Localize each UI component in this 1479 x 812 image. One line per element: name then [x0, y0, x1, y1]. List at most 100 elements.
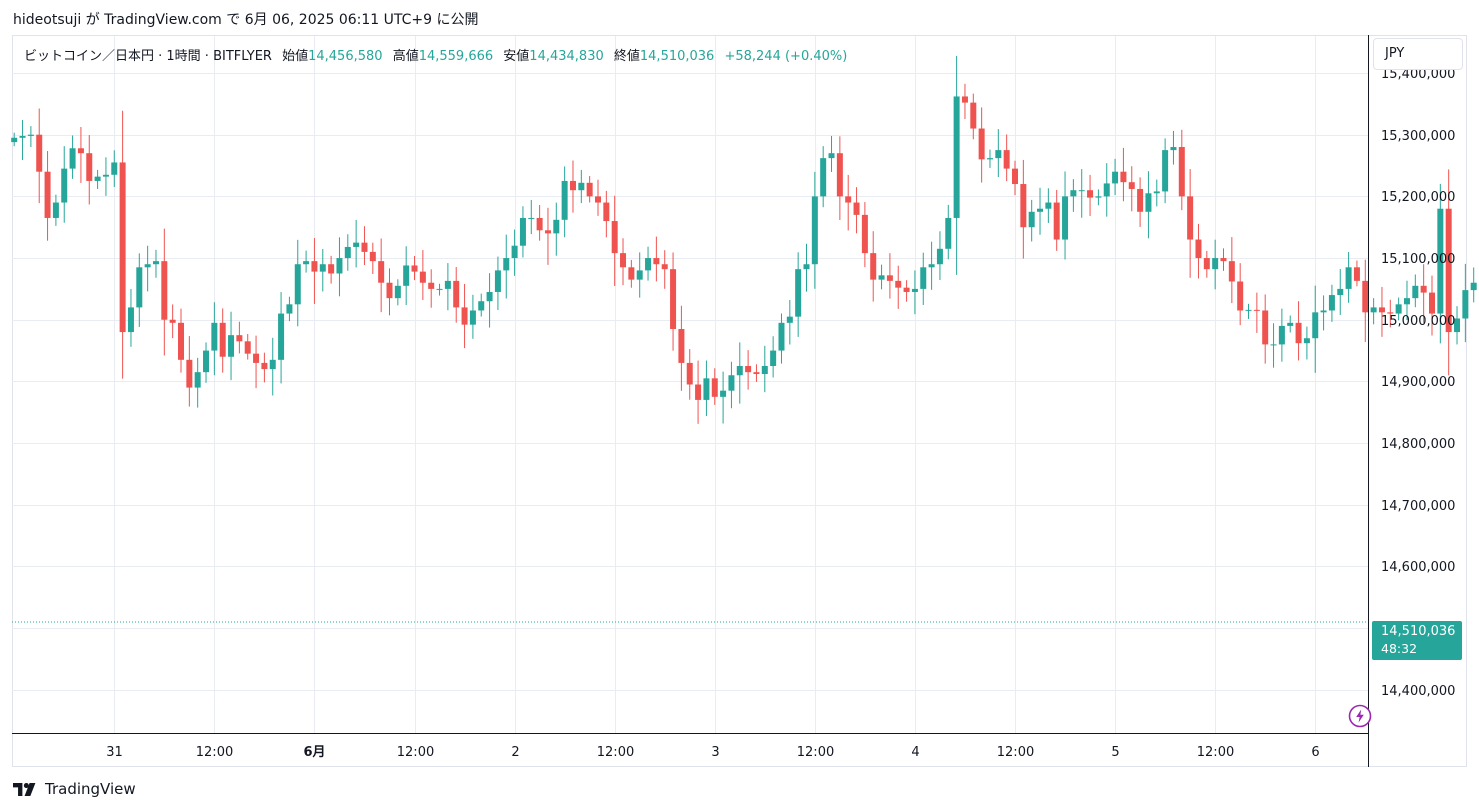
footer-brand[interactable]: TradingView	[13, 780, 136, 798]
candle-body	[1412, 285, 1419, 299]
candle-body	[1345, 267, 1352, 289]
candle-body	[1045, 202, 1052, 209]
candle-up	[486, 273, 493, 328]
candle-up	[1037, 187, 1044, 235]
price-tick-label: 14,700,000	[1381, 499, 1455, 514]
candle-body	[453, 280, 460, 308]
candle-down	[1053, 189, 1060, 251]
price-tick-label: 15,200,000	[1381, 190, 1455, 205]
candle-body	[1403, 298, 1410, 305]
candle-body	[753, 372, 760, 375]
candle-body	[728, 375, 735, 391]
time-tick-label: 6月	[303, 745, 325, 760]
candle-up	[1395, 297, 1402, 321]
candle-body	[1370, 307, 1377, 313]
candle-down	[686, 349, 693, 400]
candle-up	[1337, 269, 1344, 315]
candle-up	[1078, 169, 1085, 218]
candle-up	[1403, 280, 1410, 321]
candle-down	[1020, 159, 1027, 259]
candle-up	[1162, 138, 1169, 204]
candle-body	[1395, 304, 1402, 314]
candle-down	[711, 368, 718, 405]
candle-body	[1020, 184, 1027, 228]
candle-down	[861, 202, 868, 268]
candle-down	[1387, 299, 1394, 328]
candle-body	[1303, 338, 1310, 344]
price-tick-label: 15,000,000	[1381, 314, 1455, 329]
candle-body	[561, 180, 568, 220]
candle-up	[1212, 239, 1219, 290]
candle-up	[1287, 315, 1294, 333]
candle-body	[544, 230, 551, 234]
candle-body	[286, 304, 293, 314]
candle-down	[845, 174, 852, 231]
price-axis[interactable]: 14,400,00014,500,00014,600,00014,700,000…	[1381, 67, 1455, 699]
candle-body	[961, 96, 968, 103]
candle-down	[586, 176, 593, 203]
candle-up	[294, 239, 301, 327]
candle-down	[603, 190, 610, 238]
candle-body	[861, 214, 868, 254]
lightning-icon[interactable]	[1348, 704, 1372, 728]
candle-body	[353, 242, 360, 247]
candle-body	[1437, 208, 1444, 314]
candle-body	[711, 378, 718, 397]
candle-body	[303, 261, 310, 265]
time-axis[interactable]: 31 12:00 6月 12:00 2 12:00 3 12:00 4 12:00 5 12:00 6	[106, 745, 1319, 760]
candle-body	[1429, 292, 1435, 314]
candle-body	[853, 202, 860, 215]
candle-up	[111, 150, 118, 187]
candle-body	[1112, 171, 1119, 184]
price-tick-label: 14,600,000	[1381, 560, 1455, 575]
candle-down	[86, 135, 93, 205]
candle-body	[261, 362, 268, 370]
candle-body	[811, 196, 818, 265]
candles	[11, 55, 1477, 424]
candle-down	[1262, 294, 1269, 364]
candle-down	[1195, 223, 1202, 279]
time-tick-label: 12:00	[597, 745, 634, 760]
candle-body	[795, 269, 802, 317]
candle-body	[1070, 190, 1077, 197]
candle-up	[936, 231, 943, 280]
candle-up	[636, 252, 643, 298]
time-tick-label: 2	[511, 745, 519, 760]
candle-up	[503, 234, 510, 299]
candle-body	[895, 280, 902, 288]
symbol-label[interactable]: ビットコイン／日本円 · 1時間 · BITFLYER	[24, 49, 272, 64]
candle-body	[1445, 208, 1452, 333]
candle-up	[303, 250, 310, 273]
candle-body	[695, 384, 702, 400]
candle-body	[294, 264, 301, 305]
last-price-value: 14,510,036	[1381, 624, 1456, 639]
candle-body	[127, 307, 134, 333]
candle-down	[236, 321, 243, 354]
candle-down	[1228, 237, 1235, 304]
candle-down	[161, 228, 168, 356]
candle-down	[970, 93, 977, 140]
candle-body	[1270, 344, 1277, 346]
price-tick-label: 15,100,000	[1381, 252, 1455, 267]
candle-up	[1112, 158, 1119, 195]
candle-body	[678, 328, 685, 363]
currency-button[interactable]: JPY	[1373, 38, 1463, 70]
time-tick-label: 12:00	[797, 745, 834, 760]
candle-up	[703, 360, 710, 416]
candle-up	[1103, 163, 1110, 217]
candle-body	[1228, 261, 1235, 282]
candle-body	[519, 217, 526, 246]
candle-body	[836, 153, 843, 197]
candle-body	[986, 158, 993, 160]
chart-frame[interactable]	[12, 35, 1467, 767]
candle-body	[1362, 280, 1369, 313]
candle-up	[645, 246, 652, 281]
candle-up	[69, 135, 76, 179]
candle-body	[1145, 193, 1152, 212]
candle-body	[1262, 310, 1269, 345]
candle-down	[253, 335, 260, 389]
candle-body	[845, 196, 852, 203]
candle-up	[1303, 326, 1310, 360]
candle-up	[945, 204, 952, 260]
